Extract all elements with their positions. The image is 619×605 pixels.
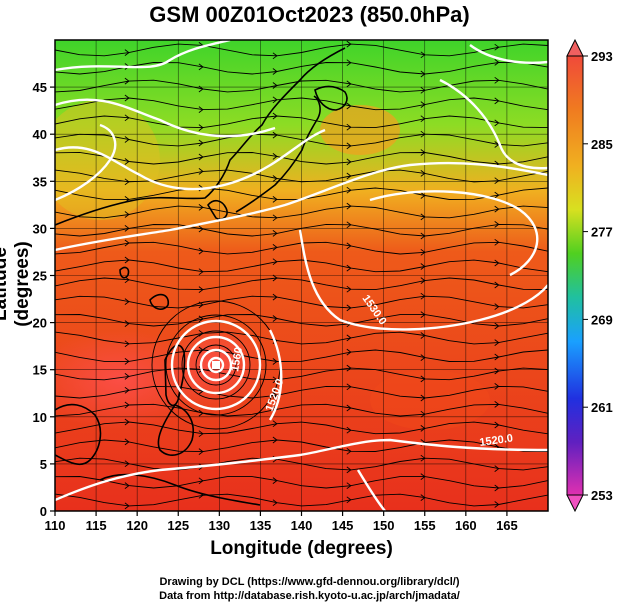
colorbar-tick-label: 253 <box>591 488 613 503</box>
footer-credit-dcl: Drawing by DCL (https://www.gfd-dennou.o… <box>159 576 460 588</box>
height-contours <box>55 40 548 511</box>
contour-label: 1560 <box>229 346 245 372</box>
x-tick-label: 130 <box>208 518 230 533</box>
colorbar-tick-label: 277 <box>591 225 613 240</box>
y-tick-label: 20 <box>33 316 47 331</box>
cyclone-center <box>212 361 220 369</box>
x-tick-label: 125 <box>167 518 189 533</box>
map-grid <box>55 40 548 511</box>
y-axis: 0 5 10 15 20 25 30 35 40 45 <box>33 80 55 519</box>
colorbar-tick-label: 293 <box>591 49 613 64</box>
x-tick-label: 145 <box>332 518 354 533</box>
y-tick-label: 40 <box>33 127 47 142</box>
y-tick-label: 25 <box>33 269 47 284</box>
x-tick-label: 135 <box>250 518 272 533</box>
colorbar-tick-label: 285 <box>591 137 613 152</box>
footer-credit-data: Data from http://database.rish.kyoto-u.a… <box>159 590 460 602</box>
y-tick-label: 30 <box>33 221 47 236</box>
x-tick-label: 150 <box>373 518 395 533</box>
chart-title: GSM 00Z01Oct2023 (850.0hPa) <box>149 2 470 27</box>
y-tick-label: 0 <box>40 504 47 519</box>
x-tick-label: 115 <box>86 518 107 533</box>
contour-label: 1520.0 <box>479 432 514 449</box>
colorbar: 293 285 277 269 261 253 <box>566 38 613 513</box>
x-tick-label: 140 <box>291 518 313 533</box>
colorbar-tick-label: 261 <box>591 400 613 415</box>
y-tick-label: 10 <box>33 410 47 425</box>
x-tick-label: 110 <box>45 518 66 533</box>
x-tick-label: 160 <box>455 518 477 533</box>
x-axis: 110 115 120 125 130 135 140 145 150 155 160 165 <box>45 511 518 533</box>
y-tick-label: 15 <box>33 363 47 378</box>
x-tick-label: 165 <box>496 518 518 533</box>
colorbar-tick-label: 269 <box>591 312 613 327</box>
streamlines <box>55 40 548 510</box>
y-tick-label: 35 <box>33 174 47 189</box>
x-axis-label: Longitude (degrees) <box>210 538 393 559</box>
x-tick-label: 120 <box>126 518 148 533</box>
x-tick-label: 155 <box>414 518 436 533</box>
y-tick-label: 45 <box>33 80 47 95</box>
y-tick-label: 5 <box>40 457 47 472</box>
